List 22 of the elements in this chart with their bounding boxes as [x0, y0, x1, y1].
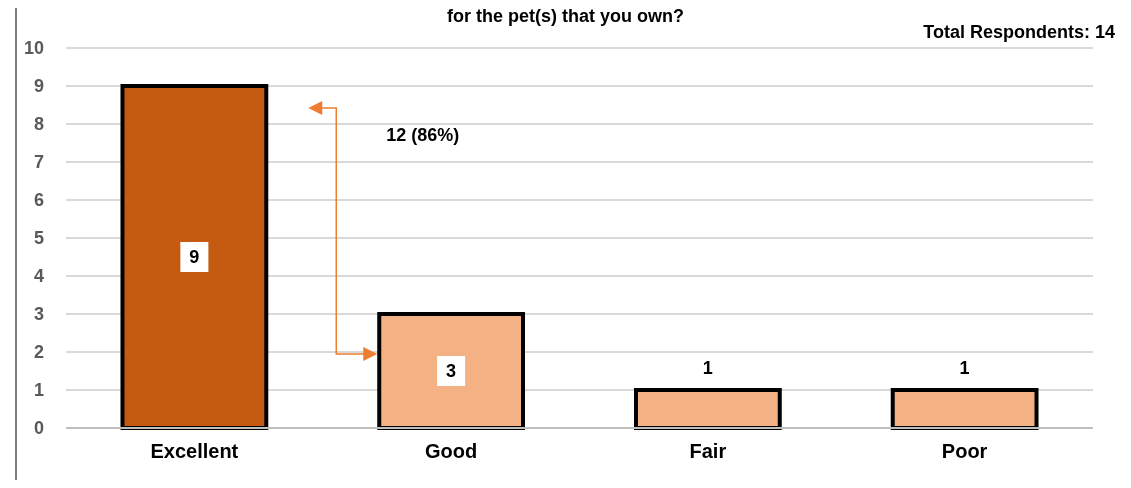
y-tick-label: 10	[23, 38, 44, 58]
y-tick-label: 7	[33, 152, 44, 172]
data-label: 1	[959, 358, 970, 378]
text: Total Respondents: 14	[923, 22, 1115, 42]
x-tick-label: Excellent	[150, 440, 239, 462]
data-label: 9	[189, 247, 200, 267]
annotation: 12 (86%)	[386, 125, 460, 145]
y-tick-label: 2	[33, 342, 44, 362]
data-label: 1	[702, 358, 713, 378]
chart-title: for the pet(s) that you own?	[447, 6, 684, 26]
y-tick-label: 9	[33, 76, 44, 96]
y-tick-label: 5	[33, 228, 44, 248]
y-tick-label: 0	[33, 418, 44, 438]
y-tick-label: 6	[33, 190, 44, 210]
x-tick-label: Poor	[941, 440, 988, 462]
y-tick-label: 1	[33, 380, 44, 400]
x-tick-label: Fair	[689, 440, 727, 462]
y-tick-label: 4	[33, 266, 44, 286]
y-tick-label: 8	[33, 114, 44, 134]
y-tick-label: 3	[33, 304, 44, 324]
x-tick-label: Good	[425, 440, 478, 462]
data-label: 3	[446, 361, 457, 381]
